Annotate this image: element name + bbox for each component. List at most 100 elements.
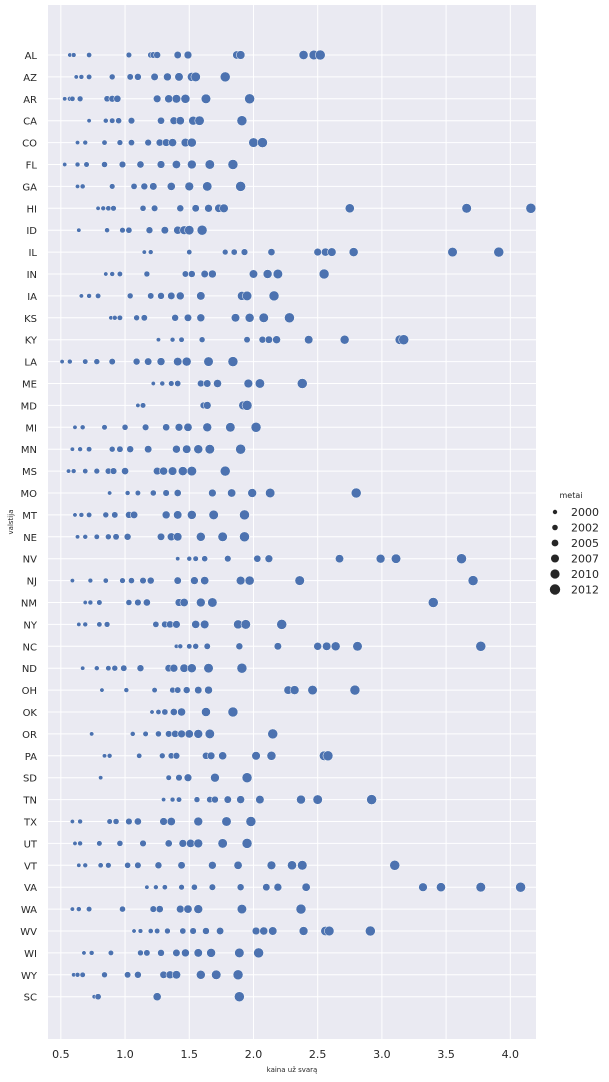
data-point bbox=[294, 575, 305, 586]
y-tick-label: VA bbox=[24, 883, 37, 894]
data-point bbox=[74, 972, 81, 978]
data-point bbox=[149, 905, 157, 913]
data-point bbox=[273, 642, 282, 651]
data-point bbox=[155, 337, 161, 343]
data-point bbox=[272, 335, 281, 344]
data-point bbox=[151, 204, 159, 212]
data-point bbox=[72, 512, 78, 518]
data-point bbox=[86, 293, 92, 299]
data-point bbox=[241, 838, 253, 849]
data-point bbox=[324, 925, 335, 937]
data-point bbox=[164, 839, 173, 848]
data-point bbox=[184, 181, 194, 192]
data-point bbox=[389, 860, 400, 871]
data-point bbox=[436, 882, 446, 893]
data-point bbox=[121, 424, 129, 431]
data-point bbox=[123, 687, 130, 693]
data-point bbox=[253, 947, 264, 959]
data-point bbox=[233, 860, 243, 870]
data-point bbox=[140, 314, 148, 322]
data-point bbox=[76, 227, 82, 233]
data-point bbox=[186, 555, 192, 562]
data-point bbox=[173, 576, 182, 585]
data-point bbox=[105, 205, 112, 212]
data-point bbox=[161, 797, 167, 803]
y-tick-label: NY bbox=[23, 620, 37, 631]
data-point bbox=[273, 883, 283, 892]
data-point bbox=[152, 992, 162, 1002]
data-point bbox=[204, 159, 215, 170]
data-point bbox=[339, 334, 350, 345]
data-point bbox=[234, 991, 245, 1002]
data-point bbox=[202, 927, 210, 935]
data-point bbox=[221, 816, 232, 827]
data-point bbox=[375, 554, 386, 564]
data-point bbox=[177, 861, 186, 870]
y-tick-label: CA bbox=[23, 117, 37, 128]
data-point bbox=[259, 926, 269, 936]
y-tick-label: WA bbox=[21, 905, 37, 916]
data-point bbox=[202, 422, 212, 432]
legend-marker bbox=[549, 584, 561, 595]
data-point bbox=[248, 269, 258, 279]
data-point bbox=[144, 138, 152, 147]
data-point bbox=[171, 94, 181, 104]
data-point bbox=[191, 883, 198, 891]
data-point bbox=[180, 94, 191, 104]
data-point bbox=[124, 490, 131, 496]
data-point bbox=[139, 577, 147, 585]
data-point bbox=[86, 73, 93, 80]
data-point bbox=[183, 773, 193, 782]
data-point bbox=[116, 271, 123, 277]
data-point bbox=[115, 117, 122, 124]
data-point bbox=[104, 227, 110, 233]
data-point bbox=[143, 270, 151, 278]
data-point bbox=[183, 50, 193, 60]
data-point bbox=[141, 249, 147, 255]
data-point bbox=[95, 292, 102, 299]
data-point bbox=[125, 226, 133, 234]
data-point bbox=[124, 971, 132, 979]
data-point bbox=[155, 730, 162, 738]
y-tick-label: MI bbox=[25, 423, 37, 434]
data-point bbox=[201, 555, 208, 562]
data-point bbox=[131, 928, 137, 934]
data-point bbox=[157, 949, 165, 957]
data-point bbox=[264, 335, 273, 344]
data-point bbox=[301, 882, 311, 892]
y-tick-label: UT bbox=[24, 839, 38, 850]
data-point bbox=[112, 533, 120, 541]
data-point bbox=[103, 621, 111, 628]
data-point bbox=[132, 357, 141, 366]
data-point bbox=[236, 575, 246, 586]
data-point bbox=[87, 577, 94, 584]
data-point bbox=[266, 751, 277, 761]
data-point bbox=[101, 971, 108, 979]
data-point bbox=[243, 378, 253, 389]
data-point bbox=[174, 380, 182, 387]
data-point bbox=[139, 839, 147, 847]
y-tick-label: CO bbox=[22, 139, 37, 150]
data-point bbox=[166, 182, 176, 191]
data-point bbox=[72, 840, 78, 846]
data-point bbox=[170, 708, 178, 716]
data-point bbox=[81, 950, 87, 956]
data-point bbox=[298, 926, 309, 936]
y-tick-label: SC bbox=[24, 993, 37, 1004]
data-point bbox=[150, 381, 156, 386]
data-point bbox=[109, 467, 118, 475]
data-point bbox=[173, 357, 183, 367]
data-point bbox=[172, 752, 181, 760]
data-point bbox=[187, 663, 197, 673]
data-point bbox=[236, 904, 247, 915]
data-point bbox=[157, 532, 165, 541]
y-tick-label: WI bbox=[24, 949, 37, 960]
data-point bbox=[166, 817, 176, 826]
y-tick-labels: AL AZ AR CA CO FL GA HI ID IL IN IA KS KY LA ME MD MI MN MS… bbox=[20, 51, 38, 1004]
data-point bbox=[69, 906, 75, 912]
data-point bbox=[101, 424, 108, 431]
data-point bbox=[134, 817, 142, 826]
data-point bbox=[272, 269, 283, 279]
data-point bbox=[239, 509, 250, 521]
data-point bbox=[159, 817, 168, 826]
